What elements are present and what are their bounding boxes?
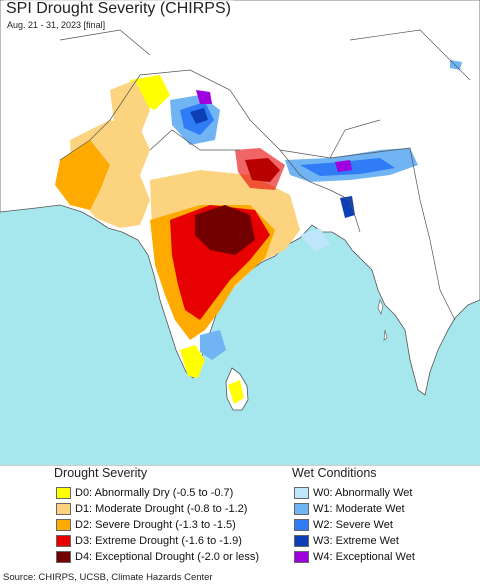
- legend-label-w2: W2: Severe Wet: [313, 518, 393, 531]
- wet-legend-heading: Wet Conditions: [292, 466, 377, 480]
- area-w3-northeast: [340, 196, 355, 218]
- legend-label-d1: D1: Moderate Drought (-0.8 to -1.2): [75, 502, 248, 515]
- legend-item-w0: W0: Abnormally Wet: [294, 485, 412, 500]
- area-w0-east: [300, 228, 330, 252]
- legend-item-d4: D4: Exceptional Drought (-2.0 or less): [56, 549, 259, 564]
- land-islands: [377, 299, 388, 341]
- legend-item-d3: D3: Extreme Drought (-1.6 to -1.9): [56, 533, 242, 548]
- legend-swatch-w0: [294, 486, 309, 499]
- legend-item-w4: W4: Exceptional Wet: [294, 549, 415, 564]
- legend-label-w0: W0: Abnormally Wet: [313, 486, 413, 499]
- legend-label-d0: D0: Abnormally Dry (-0.5 to -0.7): [75, 486, 234, 499]
- map-subtitle: Aug. 21 - 31, 2023 [final]: [7, 20, 106, 30]
- area-d1-north: [110, 80, 150, 135]
- area-d2-west: [55, 140, 110, 210]
- legend-swatch-d2: [56, 518, 71, 531]
- legend-swatch-d0: [56, 486, 71, 499]
- legend-panel: Drought Severity Wet Conditions D0: Abno…: [0, 465, 480, 572]
- legend-swatch-d3: [56, 534, 71, 547]
- legend-swatch-w2: [294, 518, 309, 531]
- area-d3-north: [235, 148, 285, 190]
- legend-label-d3: D3: Extreme Drought (-1.6 to -1.9): [75, 534, 242, 547]
- legend-swatch-d1: [56, 502, 71, 515]
- legend-item-d0: D0: Abnormally Dry (-0.5 to -0.7): [56, 485, 233, 500]
- legend-item-w1: W1: Moderate Wet: [294, 501, 405, 516]
- legend-item-w2: W2: Severe Wet: [294, 517, 393, 532]
- legend-swatch-d4: [56, 550, 71, 563]
- drought-legend-heading: Drought Severity: [54, 466, 148, 480]
- area-w1-south: [200, 330, 226, 360]
- legend-swatch-w1: [294, 502, 309, 515]
- area-w1-tibet: [450, 60, 462, 70]
- area-w4-north: [196, 90, 212, 104]
- drought-map: [0, 0, 480, 465]
- legend-item-d2: D2: Severe Drought (-1.3 to -1.5): [56, 517, 236, 532]
- legend-label-w4: W4: Exceptional Wet: [313, 550, 415, 563]
- map-title: SPI Drought Severity (CHIRPS): [4, 0, 233, 18]
- border-lines: [59, 29, 471, 233]
- area-d0-patch-1: [180, 345, 205, 378]
- border-myanmar: [409, 147, 456, 321]
- area-d4-central: [195, 205, 255, 255]
- legend-swatch-w3: [294, 534, 309, 547]
- legend-label-w1: W1: Moderate Wet: [313, 502, 405, 515]
- legend-swatch-w4: [294, 550, 309, 563]
- area-w3-north: [190, 108, 208, 124]
- legend-item-w3: W3: Extreme Wet: [294, 533, 399, 548]
- source-credit: Source: CHIRPS, UCSB, Climate Hazards Ce…: [3, 572, 213, 583]
- legend-label-d2: D2: Severe Drought (-1.3 to -1.5): [75, 518, 236, 531]
- legend-item-d1: D1: Moderate Drought (-0.8 to -1.2): [56, 501, 247, 516]
- area-d0-patch-3: [228, 380, 244, 404]
- legend-label-w3: W3: Extreme Wet: [313, 534, 399, 547]
- legend-label-d4: D4: Exceptional Drought (-2.0 or less): [75, 550, 260, 563]
- area-w4-northeast: [335, 160, 352, 172]
